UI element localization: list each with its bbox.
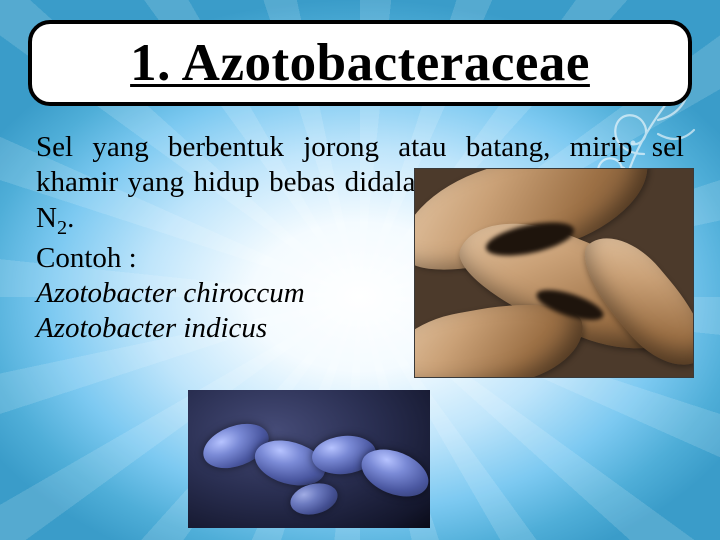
slide: 1. Azotobacteraceae Sel yang berbentuk j… xyxy=(0,0,720,540)
slide-title: 1. Azotobacteraceae xyxy=(130,33,590,93)
bacteria-sem-image xyxy=(188,390,430,528)
title-box: 1. Azotobacteraceae xyxy=(28,20,692,106)
root-sem-image xyxy=(414,168,694,378)
